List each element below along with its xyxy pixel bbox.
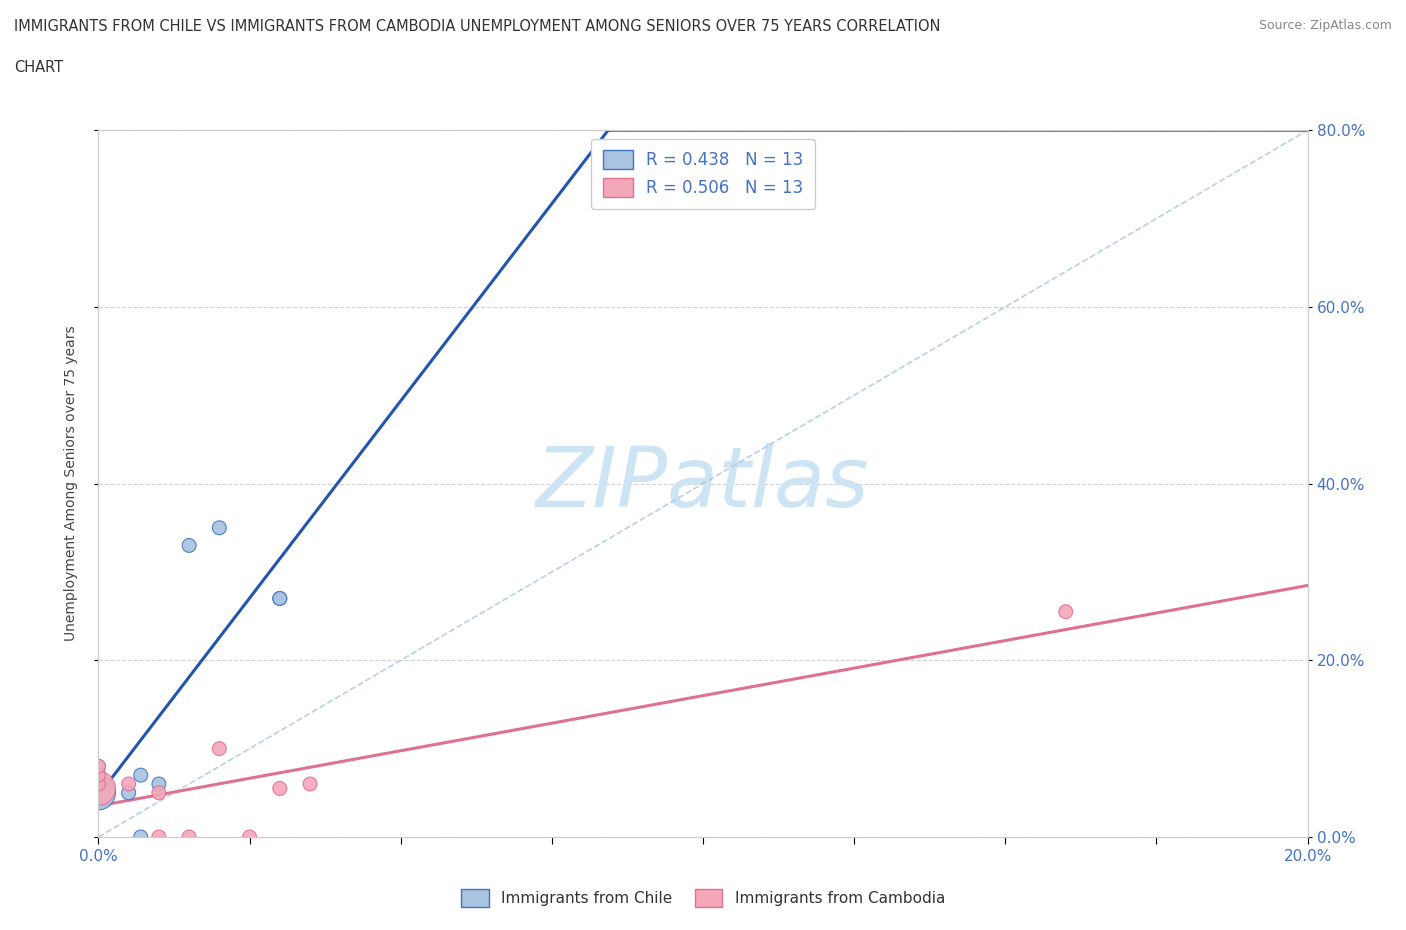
- Point: [1054, 604, 1077, 619]
- Point: [269, 591, 291, 606]
- Point: [118, 777, 141, 791]
- Point: [129, 830, 152, 844]
- Point: [118, 785, 141, 800]
- Point: [148, 785, 170, 800]
- Point: [179, 538, 201, 552]
- Point: [87, 777, 110, 791]
- Point: [87, 777, 110, 791]
- Point: [299, 777, 322, 791]
- Text: IMMIGRANTS FROM CHILE VS IMMIGRANTS FROM CAMBODIA UNEMPLOYMENT AMONG SENIORS OVE: IMMIGRANTS FROM CHILE VS IMMIGRANTS FROM…: [14, 19, 941, 33]
- Point: [87, 785, 110, 800]
- Point: [148, 777, 170, 791]
- Point: [87, 768, 110, 783]
- Point: [87, 759, 110, 774]
- Text: ZIPatlas: ZIPatlas: [536, 443, 870, 525]
- Point: [87, 768, 110, 783]
- Point: [148, 830, 170, 844]
- Point: [208, 521, 231, 536]
- Text: Source: ZipAtlas.com: Source: ZipAtlas.com: [1258, 19, 1392, 32]
- Point: [87, 777, 110, 791]
- Point: [179, 830, 201, 844]
- Legend: Immigrants from Chile, Immigrants from Cambodia: Immigrants from Chile, Immigrants from C…: [456, 884, 950, 913]
- Y-axis label: Unemployment Among Seniors over 75 years: Unemployment Among Seniors over 75 years: [65, 326, 79, 642]
- Text: CHART: CHART: [14, 60, 63, 75]
- Point: [129, 768, 152, 783]
- Point: [87, 759, 110, 774]
- Point: [269, 781, 291, 796]
- Point: [239, 830, 262, 844]
- Point: [208, 741, 231, 756]
- Legend: R = 0.438   N = 13, R = 0.506   N = 13: R = 0.438 N = 13, R = 0.506 N = 13: [591, 139, 815, 208]
- Point: [87, 781, 110, 796]
- Point: [269, 591, 291, 606]
